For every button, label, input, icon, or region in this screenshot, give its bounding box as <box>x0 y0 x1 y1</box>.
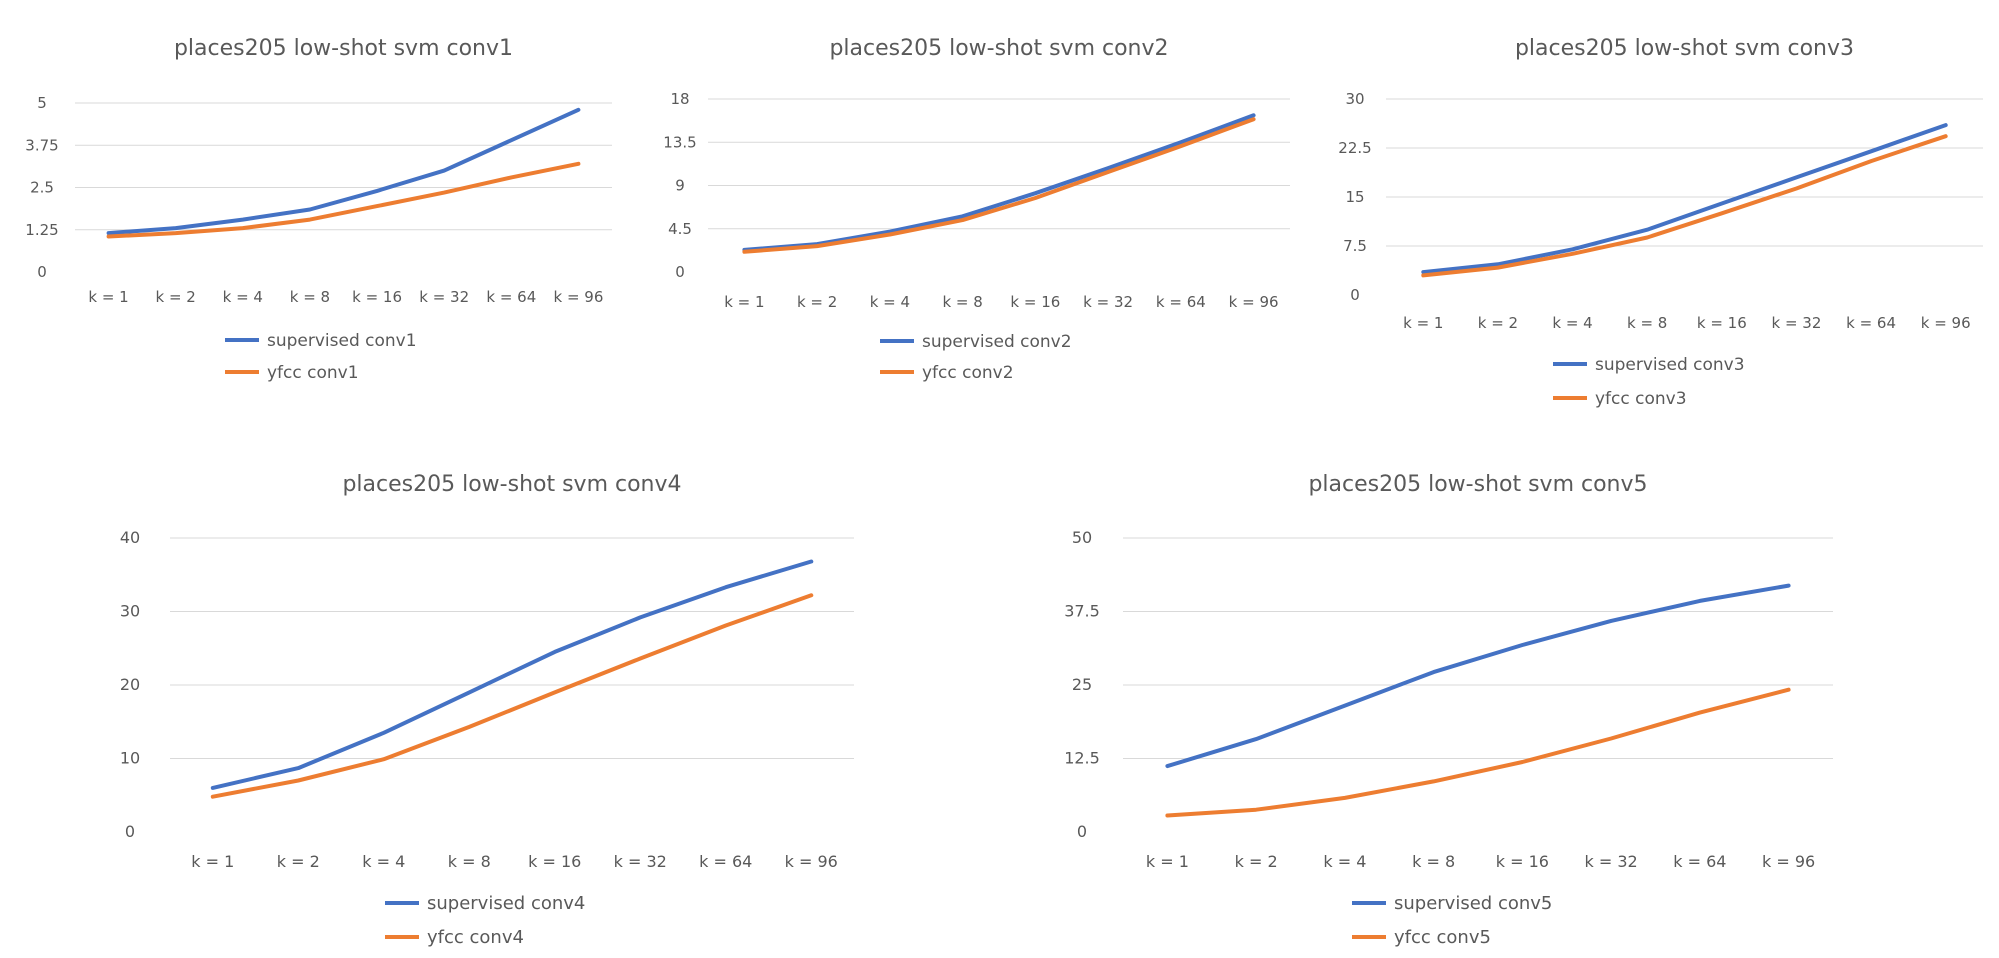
y-tick-label: 15 <box>1345 188 1364 206</box>
x-tick-label: k = 2 <box>156 288 196 306</box>
y-tick-label: 10 <box>120 749 140 768</box>
chart-3: places205 low-shot svm conv3 0 7.5 15 22.5 30… <box>1338 36 1983 409</box>
x-tick-label: k = 96 <box>1762 852 1815 871</box>
x-tick-label: k = 1 <box>191 852 234 871</box>
legend-label: supervised conv3 <box>1595 355 1745 375</box>
series-line-supervised <box>106 107 581 236</box>
x-tick-label: k = 1 <box>1146 852 1189 871</box>
x-tick-label: k = 32 <box>614 852 667 871</box>
x-tick-label: k = 32 <box>1585 852 1638 871</box>
legend-label: supervised conv1 <box>267 331 417 351</box>
legend-label: yfcc conv5 <box>1394 927 1491 948</box>
x-tick-label: k = 8 <box>1627 314 1667 332</box>
x-tick-label: k = 2 <box>1478 314 1518 332</box>
y-tick-label: 37.5 <box>1064 602 1100 621</box>
series-line-yfcc <box>210 593 814 799</box>
x-tick-label: k = 32 <box>1771 314 1821 332</box>
y-tick-label: 0 <box>675 263 685 281</box>
y-tick-label: 40 <box>120 528 140 547</box>
legend-label: supervised conv5 <box>1394 893 1552 914</box>
series-line-yfcc <box>1421 134 1948 278</box>
x-tick-label: k = 2 <box>277 852 320 871</box>
x-tick-label: k = 8 <box>290 288 330 306</box>
chart-title: places205 low-shot svm conv3 <box>1515 36 1854 61</box>
y-tick-label: 7.5 <box>1343 237 1367 255</box>
y-tick-label: 18 <box>670 90 689 108</box>
y-tick-label: 12.5 <box>1064 749 1100 768</box>
y-tick-label: 4.5 <box>668 220 692 238</box>
legend-label: yfcc conv4 <box>427 927 524 948</box>
x-tick-label: k = 64 <box>699 852 752 871</box>
x-tick-label: k = 96 <box>1229 293 1279 311</box>
x-tick-label: k = 96 <box>553 288 603 306</box>
y-tick-label: 2.5 <box>30 179 54 197</box>
y-tick-label: 22.5 <box>1338 139 1371 157</box>
y-tick-label: 3.75 <box>25 136 58 154</box>
y-tick-label: 0 <box>1350 286 1360 304</box>
chart-title: places205 low-shot svm conv2 <box>829 36 1168 61</box>
y-tick-label: 30 <box>120 602 140 621</box>
y-tick-label: 25 <box>1072 675 1092 694</box>
series-line-yfcc <box>106 161 581 239</box>
x-tick-label: k = 16 <box>352 288 402 306</box>
x-tick-label: k = 64 <box>1673 852 1726 871</box>
y-tick-label: 5 <box>37 94 47 112</box>
x-tick-label: k = 8 <box>942 293 982 311</box>
chart-2: places205 low-shot svm conv2 0 4.5 9 13.5 18 k… <box>663 36 1290 383</box>
x-tick-label: k = 96 <box>785 852 838 871</box>
legend-label: yfcc conv1 <box>267 363 359 383</box>
x-tick-label: k = 64 <box>486 288 536 306</box>
x-tick-label: k = 1 <box>724 293 764 311</box>
x-tick-label: k = 96 <box>1921 314 1971 332</box>
legend-label: yfcc conv2 <box>922 363 1014 383</box>
x-tick-label: k = 16 <box>1496 852 1549 871</box>
series-line-yfcc <box>1165 687 1791 818</box>
series-line-yfcc <box>742 117 1256 254</box>
legend-label: yfcc conv3 <box>1595 389 1687 409</box>
x-tick-label: k = 1 <box>88 288 128 306</box>
legend-label: supervised conv4 <box>427 893 585 914</box>
x-tick-label: k = 64 <box>1846 314 1896 332</box>
x-tick-label: k = 4 <box>362 852 405 871</box>
chart-1: places205 low-shot svm conv1 0 1.25 2.5 3.75… <box>25 36 612 383</box>
x-tick-label: k = 16 <box>1010 293 1060 311</box>
x-tick-label: k = 8 <box>448 852 491 871</box>
y-tick-label: 0 <box>125 822 135 841</box>
x-tick-label: k = 16 <box>528 852 581 871</box>
x-tick-label: k = 8 <box>1412 852 1455 871</box>
y-tick-label: 1.25 <box>25 221 58 239</box>
series-line-supervised <box>742 113 1256 252</box>
y-tick-label: 0 <box>1077 822 1087 841</box>
y-tick-label: 30 <box>1345 90 1364 108</box>
y-tick-label: 20 <box>120 675 140 694</box>
chart-5: places205 low-shot svm conv5 0 12.5 25 37.5 5… <box>1064 472 1833 948</box>
legend-label: supervised conv2 <box>922 332 1072 352</box>
x-tick-label: k = 1 <box>1403 314 1443 332</box>
x-tick-label: k = 32 <box>1083 293 1133 311</box>
y-tick-label: 50 <box>1072 528 1092 547</box>
y-tick-label: 0 <box>37 263 47 281</box>
x-tick-label: k = 4 <box>1552 314 1592 332</box>
chart-title: places205 low-shot svm conv1 <box>174 36 513 61</box>
x-tick-label: k = 2 <box>797 293 837 311</box>
y-tick-label: 9 <box>675 177 685 195</box>
series-line-supervised <box>1165 583 1791 769</box>
chart-4: places205 low-shot svm conv4 0 10 20 30 40 k =… <box>120 472 854 948</box>
x-tick-label: k = 32 <box>419 288 469 306</box>
chart-title: places205 low-shot svm conv5 <box>1308 472 1647 497</box>
x-tick-label: k = 2 <box>1235 852 1278 871</box>
x-tick-label: k = 16 <box>1697 314 1747 332</box>
y-tick-label: 13.5 <box>663 133 696 151</box>
series-line-supervised <box>210 559 814 790</box>
x-tick-label: k = 4 <box>223 288 263 306</box>
chart-title: places205 low-shot svm conv4 <box>342 472 681 497</box>
x-tick-label: k = 4 <box>1323 852 1366 871</box>
series-line-supervised <box>1421 123 1948 275</box>
x-tick-label: k = 4 <box>870 293 910 311</box>
x-tick-label: k = 64 <box>1156 293 1206 311</box>
